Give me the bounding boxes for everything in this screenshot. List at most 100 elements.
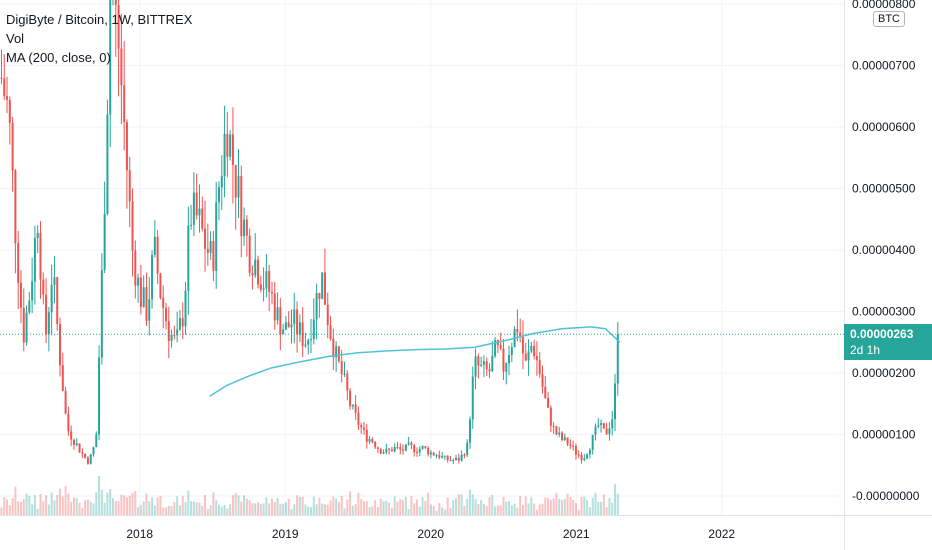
volume-bar: [555, 492, 558, 515]
candle-body: [270, 291, 273, 294]
volume-bar: [45, 495, 48, 515]
y-tick-label: 0.00000300: [852, 305, 916, 319]
candle-body: [296, 309, 299, 335]
candle-body: [547, 397, 550, 408]
volume-bar: [343, 508, 346, 515]
volume-bar: [547, 497, 550, 515]
volume-bar: [329, 500, 332, 515]
candle-body: [402, 449, 405, 451]
volume-bar: [530, 497, 533, 515]
volume-bar: [28, 495, 31, 515]
candle-body: [198, 208, 201, 216]
volume-bar: [404, 496, 407, 515]
candle-body: [563, 437, 566, 441]
volume-bar: [441, 507, 444, 515]
volume-bar: [287, 498, 290, 515]
candle-body: [608, 428, 611, 435]
volume-bar: [388, 502, 391, 515]
candle-body: [307, 340, 310, 345]
volume-bar: [215, 500, 218, 515]
candle-body: [39, 232, 42, 280]
volume-bar: [75, 498, 78, 515]
candle-body: [368, 438, 371, 442]
volume-bar: [580, 496, 583, 515]
volume-bar: [142, 501, 145, 515]
volume-bar: [418, 506, 421, 515]
volume-bar: [558, 498, 561, 515]
candle-body: [125, 122, 128, 171]
candle-body: [290, 324, 293, 328]
currency-badge[interactable]: BTC: [873, 11, 905, 27]
candle-body: [81, 452, 84, 454]
candle-body: [566, 437, 569, 445]
volume-bar: [390, 507, 393, 515]
candle-body: [427, 447, 430, 455]
candle-body: [574, 446, 577, 455]
volume-bar: [109, 489, 112, 515]
volume-bar: [176, 496, 179, 515]
volume-bar: [508, 501, 511, 515]
volume-bar: [424, 500, 427, 515]
volume-bar: [61, 496, 64, 515]
volume-bar: [106, 492, 109, 515]
candle-body: [321, 272, 324, 299]
candle-body: [407, 442, 410, 445]
volume-bar: [270, 498, 273, 515]
candle-body: [421, 446, 424, 449]
volume-bar: [112, 498, 115, 515]
candle-body: [441, 456, 444, 458]
candle-body: [206, 248, 209, 253]
candle-body: [137, 277, 140, 286]
candle-body: [471, 376, 474, 420]
candle-body: [254, 259, 257, 276]
candle-body: [123, 85, 126, 123]
volume-bar: [33, 494, 36, 515]
candle-body: [533, 345, 536, 357]
symbol-title[interactable]: DigiByte / Bitcoin, 1W, BITTREX: [6, 12, 193, 27]
candle-body: [310, 339, 313, 341]
volume-bar: [360, 499, 363, 515]
candle-body: [521, 337, 524, 354]
volume-bar: [262, 503, 265, 515]
candle-body: [120, 48, 123, 86]
candle-body: [544, 386, 547, 398]
volume-bar: [457, 494, 460, 515]
volume-bar: [616, 493, 619, 515]
volume-bar: [153, 505, 156, 515]
candle-body: [340, 360, 343, 374]
volume-bar: [137, 507, 140, 515]
candle-body: [268, 271, 271, 292]
volume-bar: [407, 508, 410, 515]
candle-body: [142, 287, 145, 307]
volume-bar: [586, 500, 589, 515]
candle-body: [379, 448, 382, 454]
volume-bar: [435, 510, 438, 515]
candle-body: [265, 271, 268, 289]
volume-bar: [533, 503, 536, 515]
volume-bar: [446, 497, 449, 515]
volume-bar: [231, 495, 234, 515]
volume-bar: [206, 509, 209, 515]
volume-bar: [226, 508, 229, 515]
volume-bar: [583, 496, 586, 515]
candle-body: [215, 202, 218, 271]
candle-body: [6, 96, 9, 100]
volume-bar: [245, 498, 248, 515]
candle-body: [64, 391, 67, 414]
volume-indicator-label[interactable]: Vol: [6, 31, 25, 46]
candle-body: [243, 219, 246, 237]
candle-body: [229, 134, 232, 157]
candle-body: [460, 454, 463, 461]
candle-body: [485, 361, 488, 370]
candle-body: [611, 419, 614, 429]
volume-bar: [86, 499, 89, 515]
candle-body: [329, 325, 332, 339]
moving-average-indicator-label[interactable]: MA (200, close, 0): [6, 50, 111, 65]
volume-bar: [382, 501, 385, 515]
volume-bar: [290, 509, 293, 515]
volume-bar: [569, 496, 572, 515]
volume-bar: [354, 503, 357, 515]
candle-body: [555, 426, 558, 435]
candle-body: [251, 272, 254, 276]
